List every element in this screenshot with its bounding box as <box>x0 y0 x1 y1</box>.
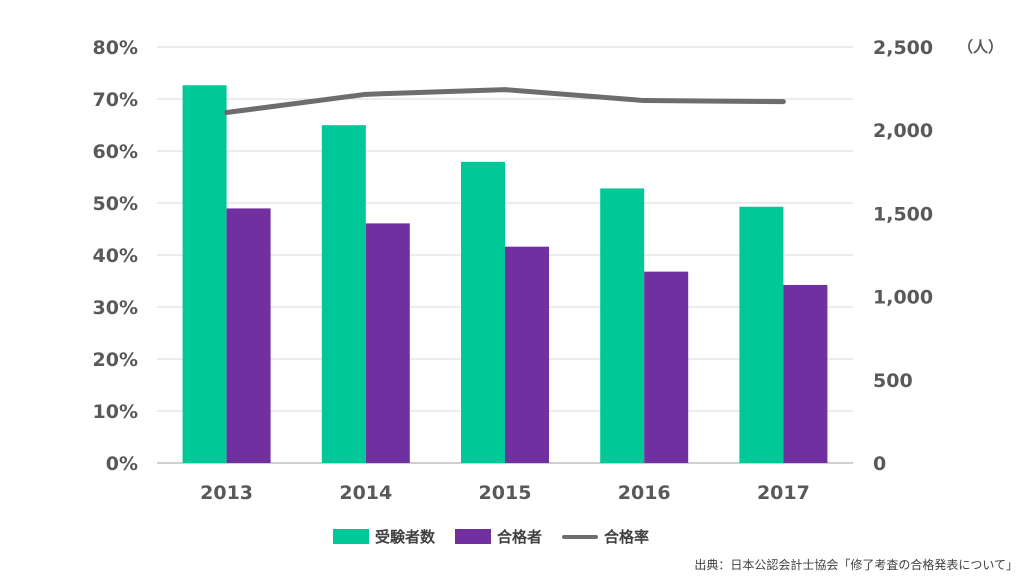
left-tick-label: 60% <box>93 141 138 163</box>
right-tick-label: 500 <box>873 370 913 392</box>
legend-label-passers: 合格者 <box>497 528 543 546</box>
bar-passers-2014 <box>365 223 410 463</box>
bar-applicants-2014 <box>321 125 366 463</box>
right-tick-label: 2,500 <box>873 37 933 59</box>
legend: 受験者数 合格者 合格率 <box>333 526 669 547</box>
bar-passers-2013 <box>226 208 271 463</box>
bar-passers-2017 <box>783 284 828 463</box>
left-tick-label: 50% <box>93 193 138 215</box>
left-tick-label: 70% <box>93 89 138 111</box>
x-tick-label: 2013 <box>200 482 253 504</box>
x-axis: 2013 2014 2015 2016 2017 <box>200 482 810 504</box>
x-tick-label: 2017 <box>757 482 810 504</box>
right-axis: 0 500 1,000 1,500 2,000 2,500 <box>873 37 933 475</box>
left-tick-label: 40% <box>93 245 138 267</box>
left-tick-label: 0% <box>106 453 138 475</box>
right-tick-label: 2,000 <box>873 120 933 142</box>
bar-passers-2015 <box>505 246 549 463</box>
bar-passers-2016 <box>644 271 689 463</box>
right-axis-unit: （人） <box>958 38 1003 56</box>
legend-swatch-passers <box>455 529 492 544</box>
legend-item-pass-rate: 合格率 <box>562 526 649 547</box>
left-tick-label: 80% <box>93 37 138 59</box>
bar-applicants-2017 <box>739 206 784 463</box>
right-tick-label: 1,000 <box>873 287 933 309</box>
x-tick-label: 2014 <box>339 482 392 504</box>
legend-item-applicants: 受験者数 <box>333 526 435 547</box>
legend-label-pass-rate: 合格率 <box>604 528 650 546</box>
bar-applicants-2016 <box>600 188 645 463</box>
line-pass-rate <box>224 87 786 116</box>
legend-label-applicants: 受験者数 <box>375 528 436 546</box>
left-tick-label: 10% <box>93 401 138 423</box>
bar-applicants-2015 <box>461 161 505 464</box>
left-tick-label: 30% <box>93 297 138 319</box>
right-tick-label: 0 <box>873 453 886 475</box>
bar-applicants-2013 <box>182 85 227 463</box>
legend-swatch-applicants <box>333 529 369 544</box>
rate-line <box>224 87 786 116</box>
x-tick-label: 2015 <box>479 482 532 504</box>
source-note: 出典：日本公認会計士協会「修了考査の合格発表について」 <box>694 558 1018 572</box>
right-tick-label: 1,500 <box>873 203 933 225</box>
bars <box>182 85 828 464</box>
legend-swatch-pass-rate <box>562 534 599 539</box>
left-tick-label: 20% <box>93 349 138 371</box>
legend-item-passers: 合格者 <box>455 526 542 547</box>
x-tick-label: 2016 <box>618 482 671 504</box>
left-axis: 0% 10% 20% 30% 40% 50% 60% 70% 80% <box>93 37 138 475</box>
